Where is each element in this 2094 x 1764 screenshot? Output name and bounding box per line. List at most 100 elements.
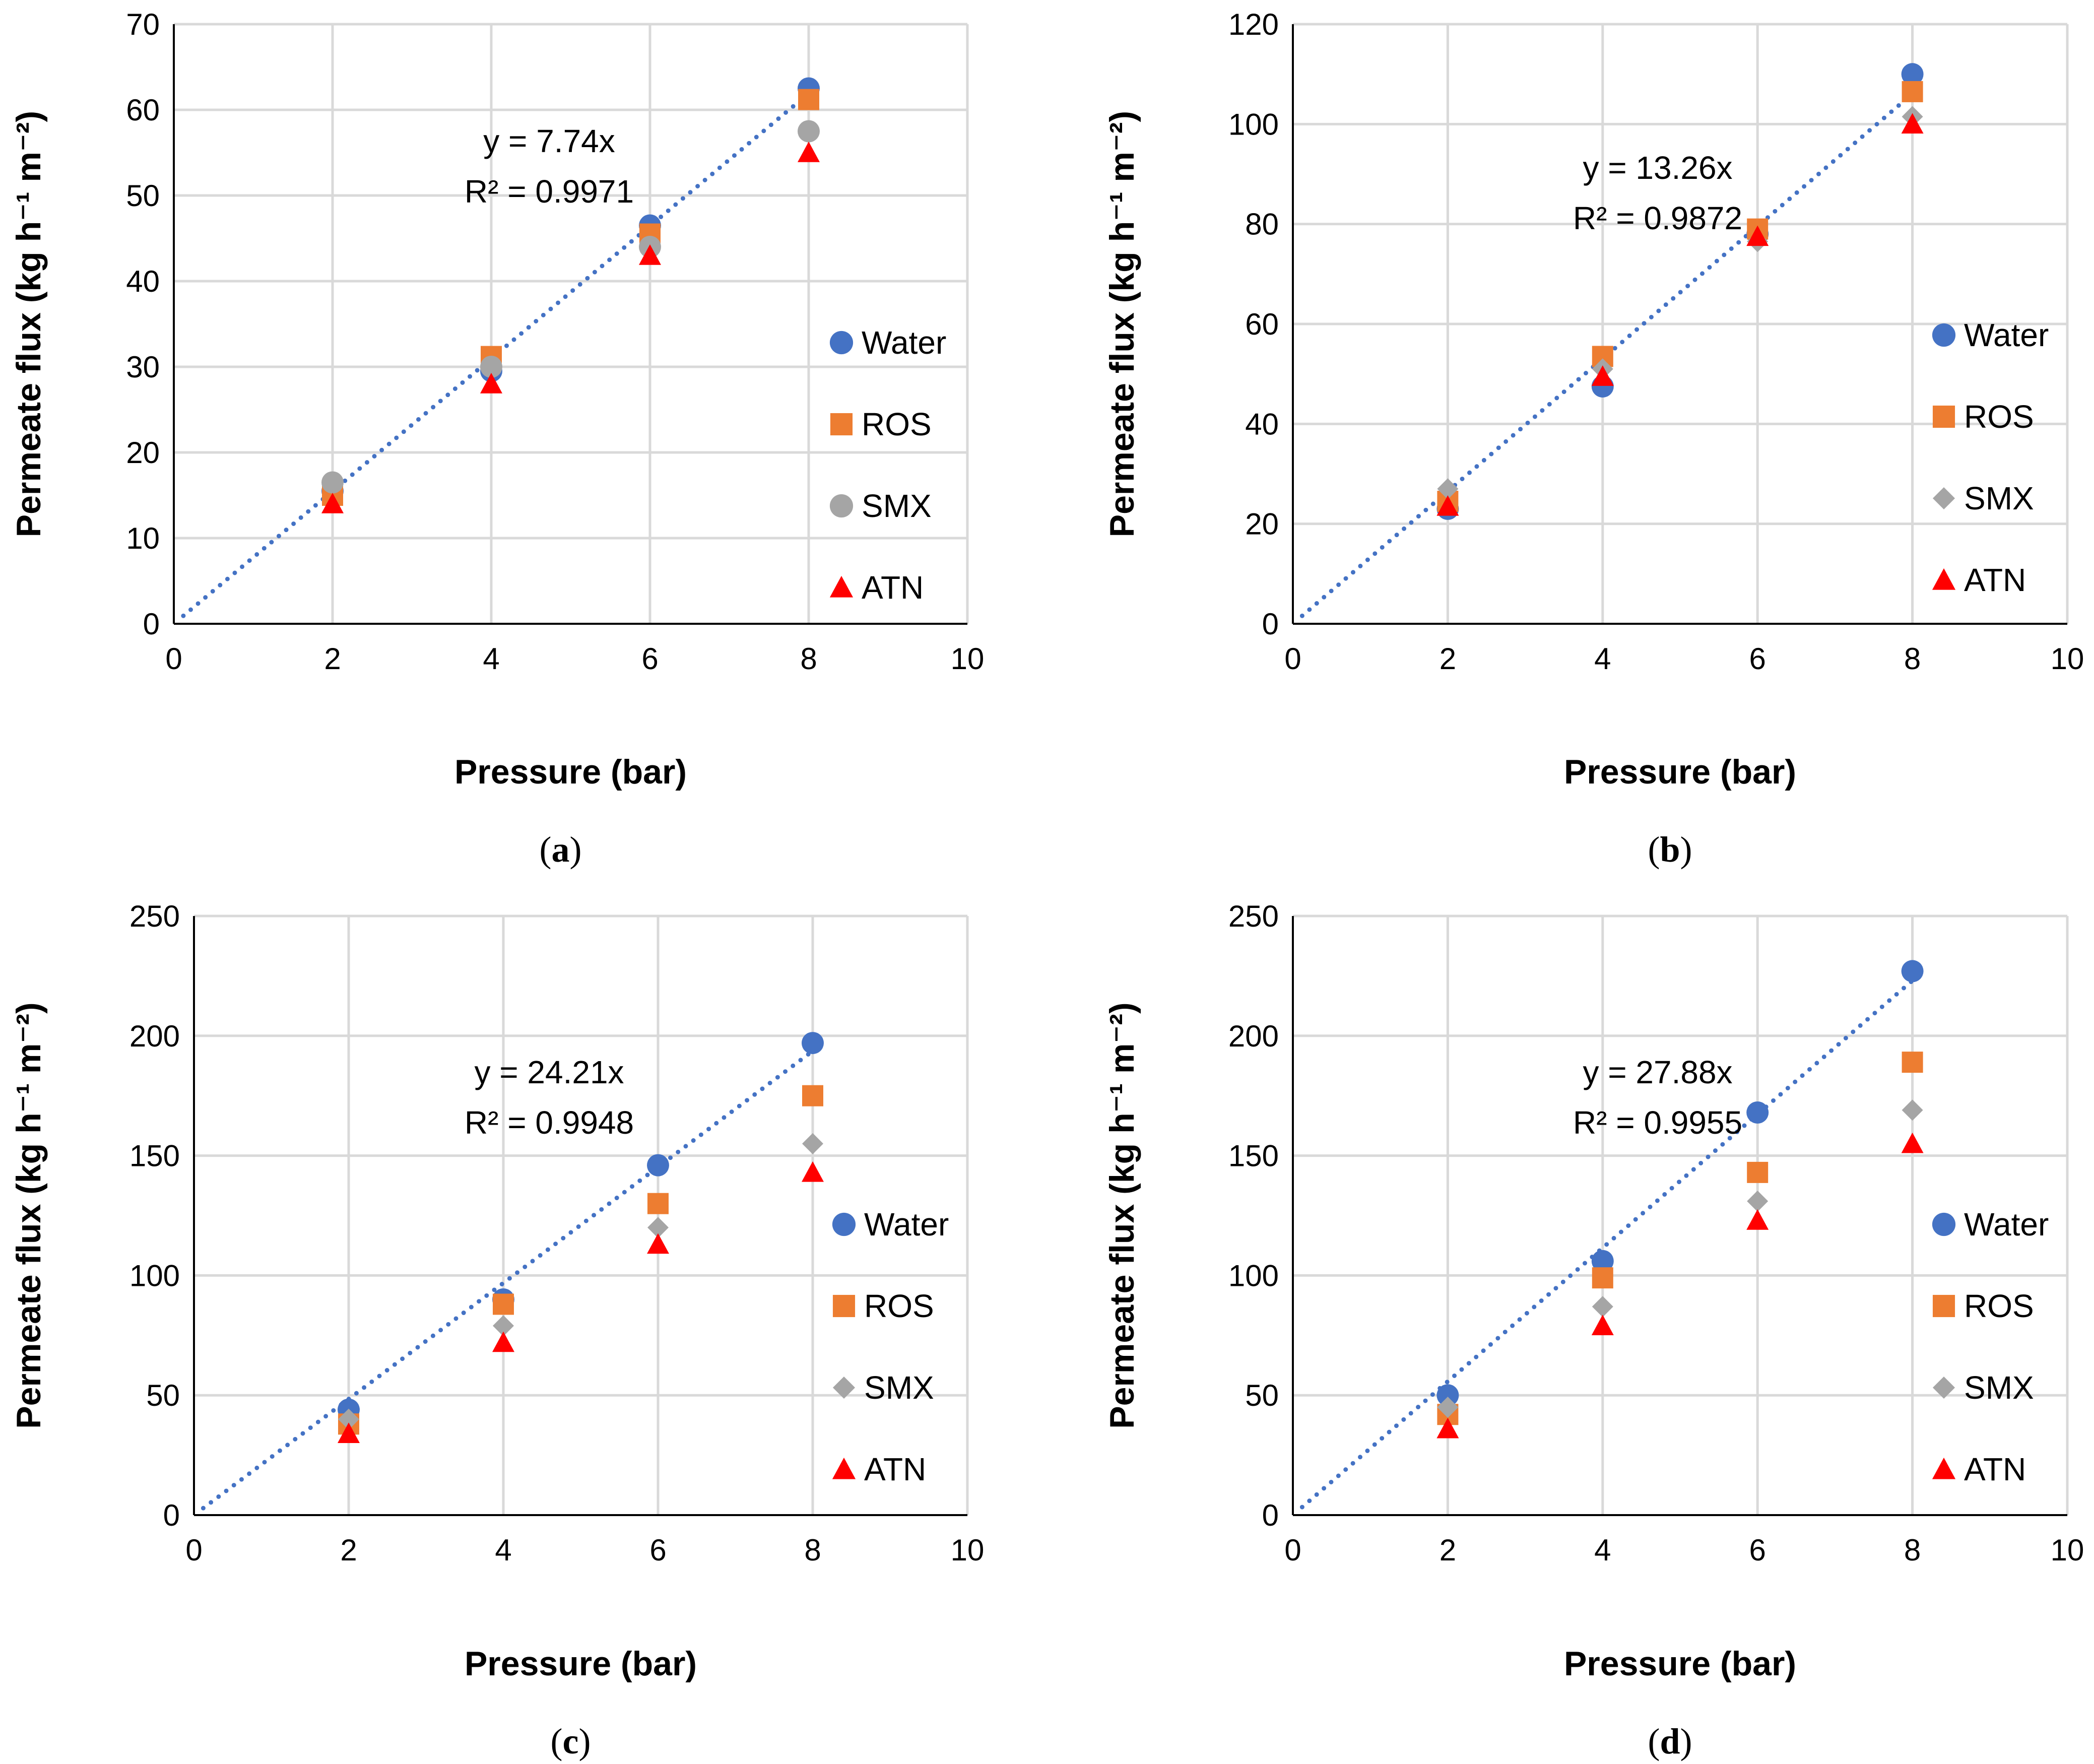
- data-point-atn: [1591, 1315, 1614, 1335]
- x-tick-label: 10: [951, 1533, 985, 1567]
- legend-label: ATN: [1964, 1451, 2026, 1487]
- legend-marker-atn: [829, 575, 854, 598]
- data-point-atn: [639, 244, 661, 265]
- series-smx: [321, 120, 820, 494]
- data-point-atn: [802, 1161, 824, 1182]
- legend-marker-water: [1932, 1212, 1956, 1236]
- legend-marker-ros: [830, 413, 853, 436]
- legend: Water ROS SMX ATN: [829, 324, 946, 606]
- y-tick-label: 30: [126, 350, 160, 384]
- legend-label: Water: [1964, 317, 2049, 353]
- data-point-water: [1901, 63, 1924, 86]
- y-tick-label: 50: [126, 179, 160, 213]
- data-point-atn: [1901, 1132, 1924, 1153]
- panel-caption: (c): [551, 1721, 591, 1761]
- x-tick-label: 10: [2051, 1533, 2084, 1567]
- series-atn: [1436, 113, 1924, 516]
- y-tick-label: 0: [1262, 607, 1279, 641]
- x-tick-label: 0: [1284, 1533, 1301, 1567]
- caption-open-paren: (: [1648, 1721, 1660, 1761]
- y-tick-label: 40: [1245, 407, 1279, 441]
- y-tick-label: 20: [1245, 507, 1279, 541]
- y-tick-label: 0: [1262, 1498, 1279, 1532]
- data-point-atn: [492, 1331, 514, 1352]
- data-point-atn: [321, 493, 344, 513]
- trendline: [1299, 978, 1915, 1510]
- data-point-smx: [802, 1133, 823, 1154]
- x-tick-label: 8: [1904, 642, 1921, 676]
- legend-marker-water: [829, 331, 854, 355]
- data-point-water: [1436, 1384, 1459, 1407]
- panel-caption: (b): [1648, 829, 1692, 870]
- series-smx: [1437, 1099, 1923, 1418]
- panel-caption: (d): [1648, 1721, 1692, 1761]
- data-point-water: [1591, 1250, 1614, 1272]
- x-tick-label: 2: [1439, 1533, 1456, 1567]
- legend-label: ROS: [864, 1288, 934, 1324]
- data-point-smx: [1437, 1396, 1459, 1418]
- data-point-smx: [647, 1217, 669, 1238]
- data-point-atn: [1436, 495, 1459, 516]
- series-atn: [321, 142, 820, 513]
- trendline-r-squared: R² = 0.9955: [1573, 1104, 1742, 1141]
- data-point-water: [647, 1154, 669, 1177]
- caption-close-paren: ): [1680, 829, 1692, 870]
- chart-panel-a: 0 10 20 30 40 50 60 70 0 2 4 6 8 10 Pressure (bar) Perm…: [10, 8, 984, 870]
- data-point-smx: [321, 471, 344, 494]
- data-point-water: [1746, 1101, 1769, 1124]
- x-tick-label: 6: [641, 642, 658, 676]
- legend: Water ROS SMX ATN: [1932, 1206, 2049, 1487]
- series-ros: [338, 1085, 823, 1435]
- caption-letter: c: [563, 1721, 579, 1761]
- caption-close-paren: ): [578, 1721, 591, 1761]
- y-tick-label: 0: [163, 1498, 180, 1532]
- y-tick-label: 70: [126, 8, 160, 41]
- data-point-ros: [1747, 1161, 1769, 1183]
- y-tick-label: 150: [129, 1139, 180, 1173]
- legend: Water ROS SMX ATN: [832, 1206, 949, 1487]
- x-axis-title: Pressure (bar): [1564, 1645, 1796, 1683]
- legend-marker-smx: [829, 494, 854, 518]
- x-tick-label: 4: [1594, 1533, 1611, 1567]
- y-tick-label: 40: [126, 265, 160, 298]
- legend-label: ROS: [1964, 399, 2034, 435]
- chart-panel-d: 0 50 100 150 200 250 0 2 4 6 8 10 Pressure (bar) Perm…: [1103, 899, 2084, 1761]
- data-point-atn: [798, 142, 820, 162]
- legend-label: SMX: [1964, 480, 2034, 516]
- legend-marker-atn: [1932, 1457, 1956, 1479]
- data-point-ros: [493, 1293, 514, 1315]
- caption-letter: b: [1660, 829, 1680, 870]
- trendline-r-squared: R² = 0.9971: [465, 173, 634, 210]
- data-point-atn: [1746, 1209, 1769, 1230]
- x-tick-label: 8: [800, 642, 817, 676]
- x-axis-title: Pressure (bar): [1564, 753, 1796, 791]
- data-point-atn: [480, 373, 502, 394]
- x-axis-title: Pressure (bar): [454, 753, 687, 791]
- x-tick-label: 4: [495, 1533, 511, 1567]
- legend-marker-ros: [832, 1294, 856, 1318]
- y-tick-label: 60: [1245, 307, 1279, 341]
- legend-label: ROS: [862, 406, 932, 442]
- caption-open-paren: (: [1648, 829, 1660, 870]
- data-point-smx: [1747, 1190, 1769, 1212]
- panel-caption: (a): [540, 829, 582, 870]
- caption-open-paren: (: [540, 829, 552, 870]
- x-tick-label: 6: [1749, 642, 1766, 676]
- caption-letter: d: [1660, 1721, 1680, 1761]
- data-point-ros: [798, 89, 819, 110]
- y-axis-title: Permeate flux (kg h⁻¹ m⁻²): [10, 111, 48, 537]
- x-tick-label: 2: [1439, 642, 1456, 676]
- legend-marker-water: [832, 1212, 856, 1236]
- legend-label: Water: [864, 1206, 949, 1243]
- trendline-equation: y = 27.88x: [1583, 1054, 1732, 1090]
- data-point-atn: [1436, 1417, 1459, 1439]
- x-tick-label: 0: [165, 642, 182, 676]
- legend-marker-water: [1932, 323, 1956, 347]
- legend-marker-smx: [1932, 487, 1955, 510]
- data-point-atn: [1901, 113, 1924, 134]
- trendline: [181, 91, 811, 618]
- data-point-ros: [1902, 81, 1923, 102]
- legend-label: ATN: [864, 1451, 926, 1487]
- legend-label: ROS: [1964, 1288, 2034, 1324]
- x-tick-label: 10: [2051, 642, 2084, 676]
